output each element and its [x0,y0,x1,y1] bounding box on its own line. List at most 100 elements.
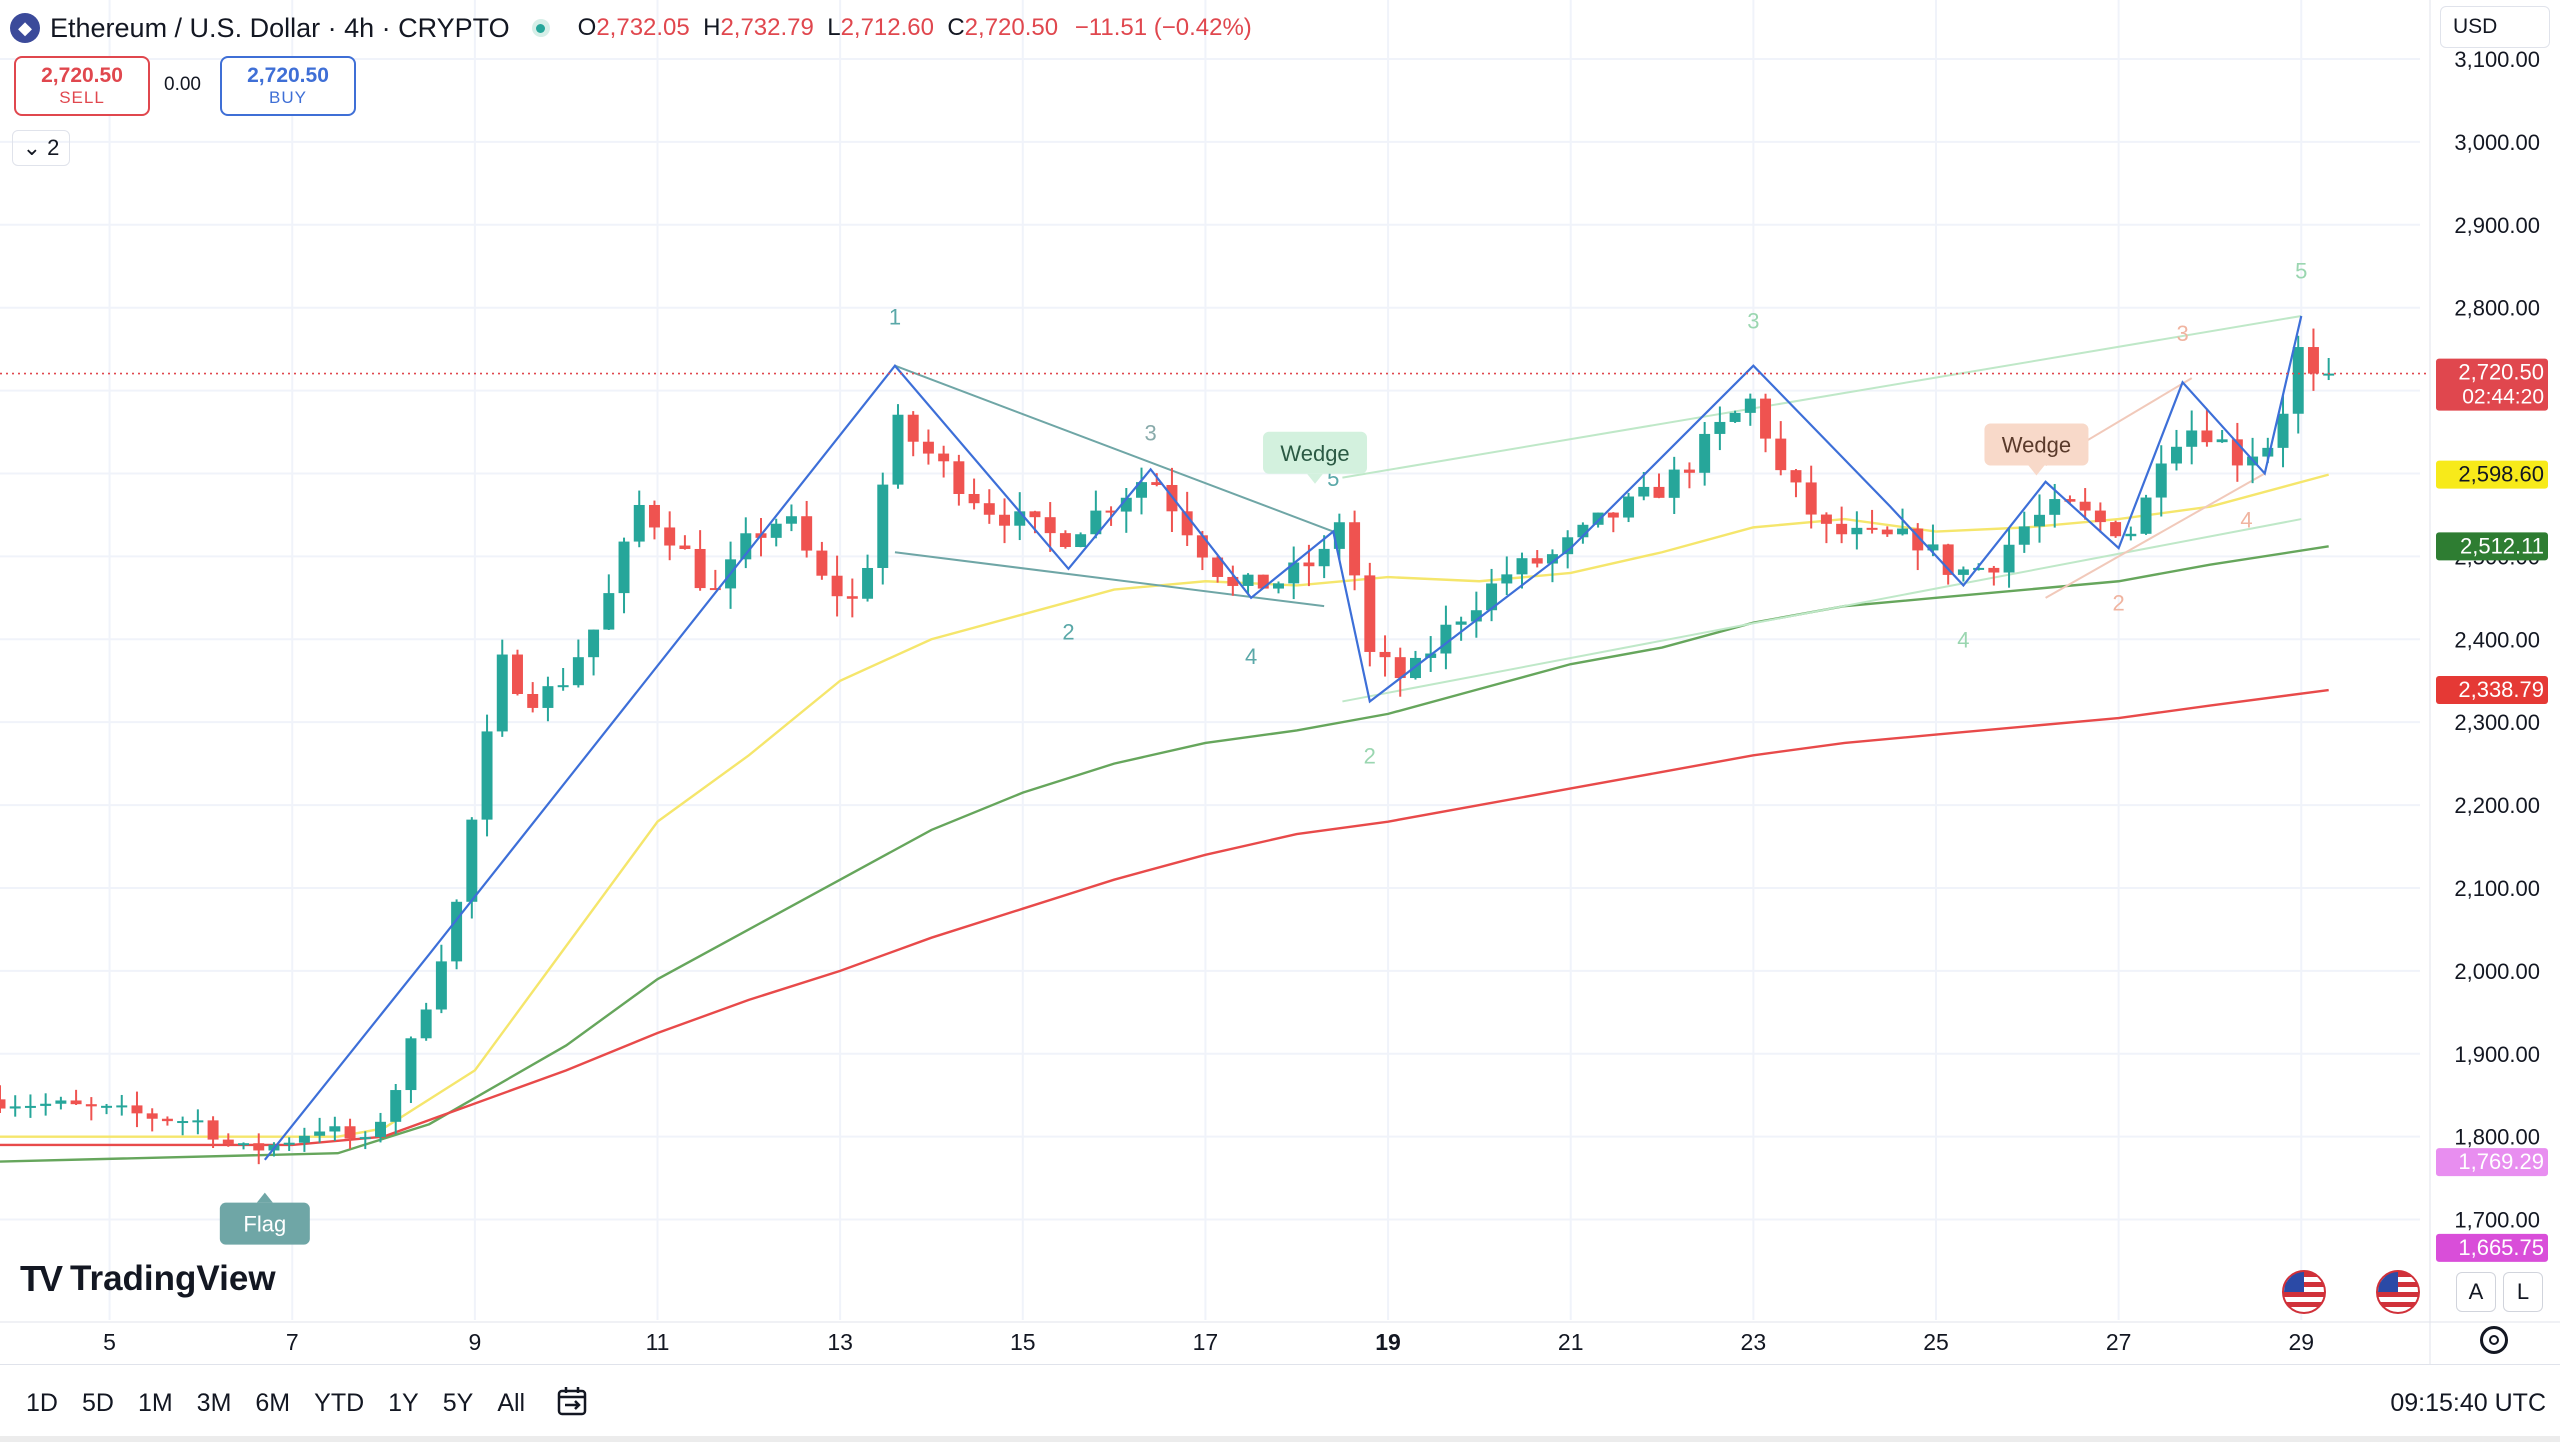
wedge-trendline [1342,315,2302,479]
candle [1516,558,1528,575]
x-tick-label: 29 [2288,1329,2314,1355]
range-button-1y[interactable]: 1Y [388,1389,419,1417]
candle [1653,486,1665,498]
candle [1790,470,1802,483]
candle [207,1120,219,1140]
candle [648,504,660,528]
wave-label: 2 [1364,744,1376,769]
range-button-1m[interactable]: 1M [137,1389,173,1417]
countdown-label: 02:44:20 [2462,386,2544,409]
candle [1181,511,1193,536]
price-change: −11.51 (−0.42%) [1074,14,1252,41]
candle [953,461,965,494]
price-axis-label: 2,598.60 [2436,460,2548,489]
candle [892,414,904,485]
horizontal-scrollbar[interactable] [0,1436,2560,1442]
candle [1379,651,1391,658]
symbol-title[interactable]: Ethereum / U.S. Dollar · 4h · CRYPTO [50,12,510,43]
candle [770,523,782,538]
range-button-5d[interactable]: 5D [81,1389,114,1417]
pattern-label-bg [1263,431,1368,474]
candle [1805,482,1817,515]
range-button-all[interactable]: All [497,1389,526,1417]
candle [1029,511,1041,518]
log-scale-button[interactable]: L [2503,1272,2543,1312]
price-axis-label-bg [2436,1233,2548,1262]
candle [603,593,615,630]
candle [390,1090,402,1122]
bottom-toolbar: 1D 5D 1M 3M 6M YTD 1Y 5Y All 09:15:40 UTC [0,1364,2560,1443]
currency-selector[interactable]: USD [2440,6,2550,48]
candle [1668,469,1680,498]
calendar-range-icon[interactable] [556,1385,588,1417]
candle [1242,574,1254,586]
candle [1333,522,1345,549]
x-tick-label: 9 [468,1329,481,1355]
price-axis-label-text: 1,769.29 [2458,1149,2544,1174]
range-button-ytd[interactable]: YTD [314,1389,365,1417]
y-tick-label: 1,800.00 [2454,1125,2540,1150]
range-button-5y[interactable]: 5Y [442,1389,474,1417]
candle [542,686,554,708]
us-flag-events-icon[interactable] [2282,1270,2326,1314]
candle [1455,621,1467,625]
candle [1897,528,1908,535]
candle [1349,522,1361,576]
sell-button[interactable]: 2,720.50 SELL [14,56,150,116]
candle [831,575,843,597]
candle [1881,529,1893,535]
range-button-3m[interactable]: 3M [196,1389,232,1417]
price-axis-label-text: 2,598.60 [2458,462,2544,487]
candle [557,685,569,688]
range-button-6m[interactable]: 6M [255,1389,291,1417]
wave-label: 3 [1145,420,1157,445]
wedge-trendline [2045,472,2266,599]
candle [1760,398,1772,439]
y-tick-label: 2,000.00 [2454,959,2540,984]
us-flag-events-icon[interactable] [2376,1270,2420,1314]
candle [1470,610,1482,622]
candle [1486,583,1498,611]
candle [1409,657,1421,679]
pattern-label-pointer [1307,473,1324,484]
candle [85,1104,97,1107]
utc-clock[interactable]: 09:15:40 UTC [2390,1389,2546,1417]
candle [2307,347,2319,374]
candle [512,654,523,694]
price-axis-label-bg [2436,460,2548,489]
candle [633,504,645,542]
y-tick-label: 2,200.00 [2454,793,2540,818]
range-button-1d[interactable]: 1D [26,1389,58,1417]
indicators-toggle[interactable]: ⌄ 2 [12,130,70,166]
candle [1699,433,1711,473]
x-tick-label: 23 [1741,1329,1767,1355]
price-axis-label-bg [2436,358,2548,411]
price-axis-label-text: 2,512.11 [2460,533,2544,558]
price-axis-label: 2,512.11 [2436,532,2548,561]
candle [968,493,980,504]
settings-gear-icon[interactable] [2480,1326,2508,1354]
candle [1546,554,1558,564]
auto-scale-button[interactable]: A [2456,1272,2496,1312]
candle [709,588,721,591]
pattern-label-bg [219,1202,310,1245]
candle [785,516,797,524]
tradingview-logo[interactable]: TV TradingView [20,1258,276,1299]
candle [1729,412,1741,422]
candle [2277,413,2289,448]
candle [359,1137,371,1140]
zigzag-line [263,315,2303,1161]
candle [2034,514,2045,527]
candle [618,541,630,594]
buy-button[interactable]: 2,720.50 BUY [220,56,356,116]
pattern-label-text: Wedge [2002,432,2071,457]
symbol-header: ◆ Ethereum / U.S. Dollar · 4h · CRYPTO O… [10,10,1252,46]
candle [116,1105,128,1108]
price-axis-label: 1,665.75 [2436,1233,2548,1262]
candle [740,533,752,560]
candle [1501,574,1513,584]
candle [9,1106,21,1109]
candle [2231,439,2243,466]
